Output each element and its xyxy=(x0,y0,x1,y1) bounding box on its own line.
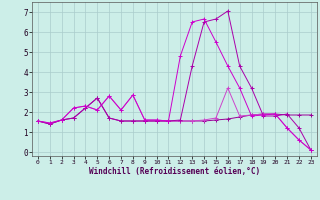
X-axis label: Windchill (Refroidissement éolien,°C): Windchill (Refroidissement éolien,°C) xyxy=(89,167,260,176)
